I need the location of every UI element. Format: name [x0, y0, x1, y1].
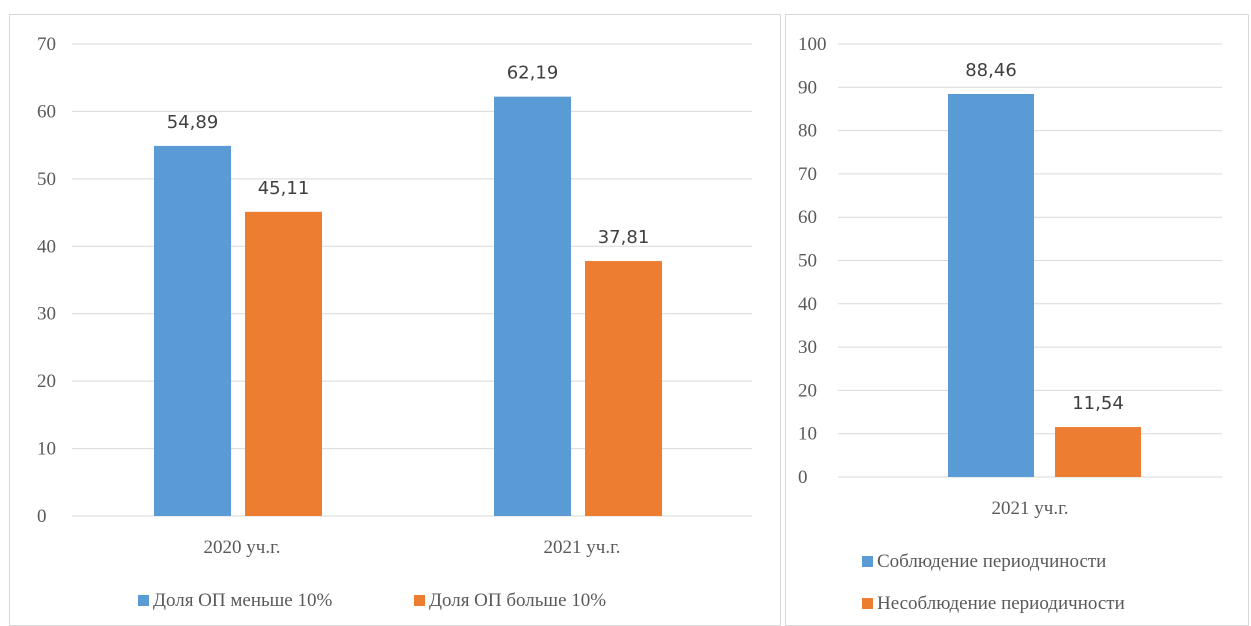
bar — [948, 93, 1034, 477]
x-category-label: 2021 уч.г. — [544, 537, 621, 558]
legend-label: Доля ОП больше 10% — [429, 590, 606, 611]
data-label: 11,54 — [1072, 393, 1124, 414]
y-tick-label: 60 — [798, 207, 817, 228]
legend-label: Несоблюдение периодичности — [877, 593, 1125, 614]
y-tick-label: 90 — [798, 77, 817, 98]
y-tick-label: 30 — [798, 337, 817, 358]
x-category-label: 2021 уч.г. — [992, 498, 1069, 519]
y-tick-label: 20 — [798, 380, 817, 401]
bar — [1055, 427, 1141, 477]
chart2: 0 10 20 30 40 50 60 70 80 90 100 88,46 11,54 2021 уч.… — [798, 34, 1222, 614]
y-tick-label: 0 — [37, 506, 47, 527]
data-label: 37,81 — [598, 227, 650, 248]
chart1-border — [9, 14, 781, 626]
data-label: 45,11 — [258, 178, 310, 199]
y-tick-label: 10 — [37, 439, 56, 460]
legend-label: Доля ОП меньше 10% — [153, 590, 332, 611]
y-tick-label: 30 — [37, 304, 56, 325]
x-category-label: 2020 уч.г. — [204, 537, 281, 558]
y-tick-label: 80 — [798, 121, 817, 142]
bar — [494, 96, 571, 516]
legend-label: Соблюдение периодчиности — [877, 551, 1106, 572]
chart1: 0 10 20 30 40 50 60 70 54,89 45,11 2020 уч.г. 62,19… — [37, 34, 752, 611]
y-tick-label: 50 — [798, 251, 817, 272]
bar — [585, 261, 662, 516]
y-tick-label: 60 — [37, 101, 56, 122]
y-tick-label: 40 — [37, 236, 56, 257]
bar — [245, 211, 322, 516]
bar — [154, 145, 231, 516]
y-tick-label: 10 — [798, 424, 817, 445]
y-tick-label: 0 — [798, 467, 808, 488]
legend-swatch — [414, 595, 425, 606]
y-tick-label: 50 — [37, 169, 56, 190]
legend-swatch — [862, 556, 873, 567]
y-tick-label: 100 — [798, 34, 827, 55]
y-tick-label: 20 — [37, 371, 56, 392]
y-tick-label: 70 — [798, 164, 817, 185]
data-label: 54,89 — [167, 112, 219, 133]
data-label: 62,19 — [507, 63, 559, 84]
legend-swatch — [862, 598, 873, 609]
y-tick-label: 70 — [37, 34, 56, 55]
y-tick-label: 40 — [798, 294, 817, 315]
legend-swatch — [138, 595, 149, 606]
data-label: 88,46 — [965, 60, 1017, 81]
